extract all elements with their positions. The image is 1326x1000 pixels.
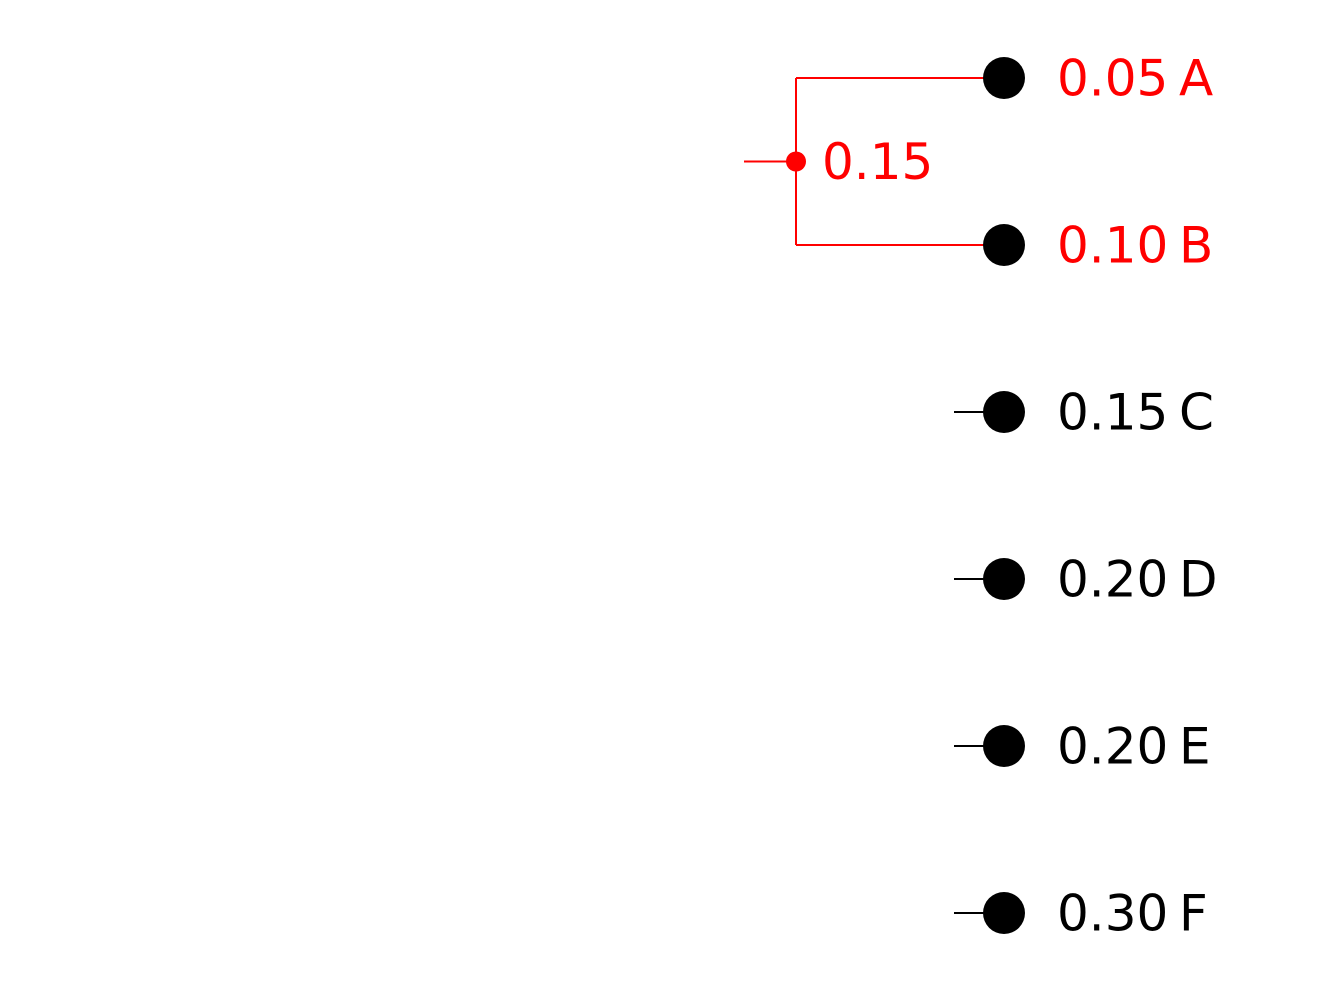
leaf-nodes: 0.05 A0.10 B0.15 C0.20 D0.20 E0.30 F	[954, 50, 1218, 943]
leaf-symbol-b: B	[1179, 217, 1213, 275]
leaf-prob-c: 0.15	[1057, 384, 1168, 442]
leaf-symbol-e: E	[1179, 718, 1211, 776]
merged-node-prob: 0.15	[822, 133, 933, 191]
leaf-prob-b: 0.10	[1057, 217, 1168, 275]
leaf-prob-a: 0.05	[1057, 50, 1168, 108]
leaf-prob-d: 0.20	[1057, 551, 1168, 609]
leaf-node-c	[983, 391, 1025, 433]
leaf-node-d	[983, 558, 1025, 600]
leaf-node-b	[983, 224, 1025, 266]
leaf-symbol-f: F	[1179, 885, 1208, 943]
leaf-symbol-a: A	[1179, 50, 1213, 108]
leaf-node-a	[983, 57, 1025, 99]
merged-node-group: 0.15	[744, 77, 1004, 246]
leaf-symbol-c: C	[1179, 384, 1214, 442]
leaf-node-e	[983, 725, 1025, 767]
leaf-node-f	[983, 892, 1025, 934]
leaf-prob-e: 0.20	[1057, 718, 1168, 776]
leaf-prob-f: 0.30	[1057, 885, 1168, 943]
leaf-symbol-d: D	[1179, 551, 1218, 609]
merged-node-dot	[786, 151, 806, 172]
